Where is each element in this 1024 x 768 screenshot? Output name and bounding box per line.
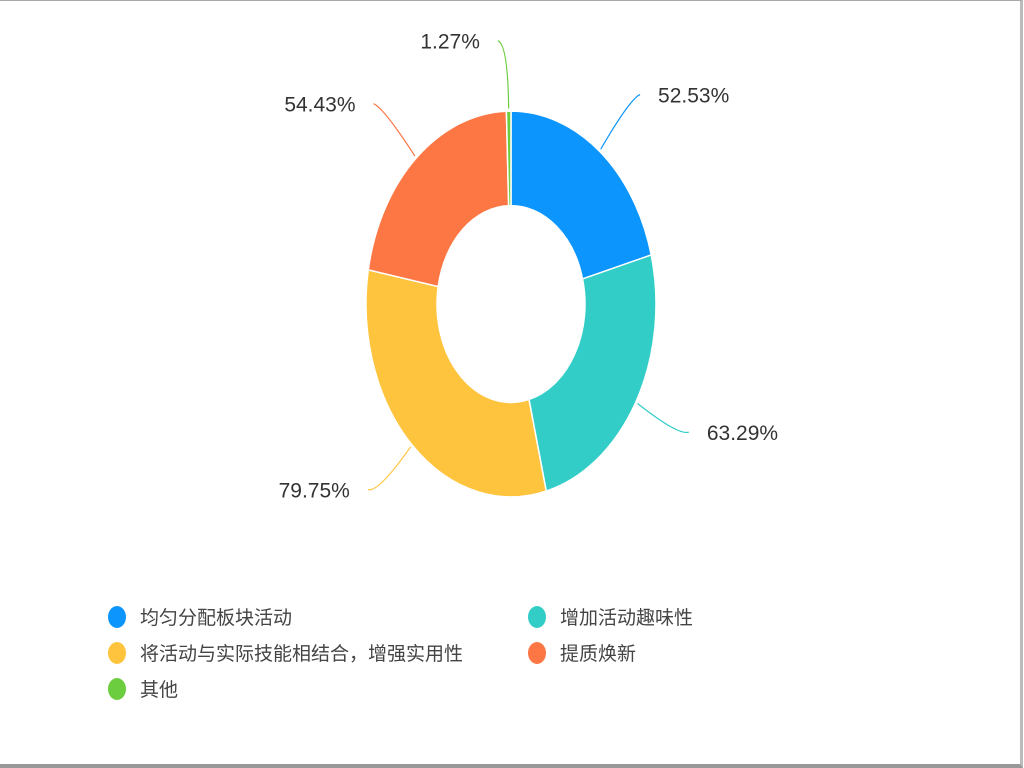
- data-label: 63.29%: [707, 422, 778, 445]
- legend-label: 均匀分配板块活动: [140, 608, 293, 629]
- legend-marker-icon: [108, 677, 126, 700]
- legend-marker-icon: [528, 605, 546, 628]
- donut-slice[interactable]: [510, 110, 653, 280]
- data-label: 52.53%: [658, 85, 729, 108]
- data-label: 54.43%: [284, 94, 355, 117]
- legend-marker-icon: [108, 641, 126, 664]
- legend-marker-icon: [108, 605, 126, 628]
- label-line: [497, 40, 510, 109]
- label-line: [367, 446, 412, 491]
- donut-slice[interactable]: [367, 110, 510, 288]
- legend-label: 其他: [140, 680, 179, 701]
- legend-label: 将活动与实际技能相结合，增强实用性: [140, 644, 464, 665]
- legend-item[interactable]: 提质焕新: [528, 639, 636, 666]
- label-line: [373, 103, 416, 157]
- donut-slice[interactable]: [505, 110, 512, 207]
- donut-slice[interactable]: [365, 268, 548, 498]
- legend-label: 增加活动趣味性: [560, 608, 694, 629]
- legend-label: 提质焕新: [560, 644, 637, 665]
- legend-item[interactable]: 增加活动趣味性: [528, 603, 693, 630]
- legend-item[interactable]: 将活动与实际技能相结合，增强实用性: [108, 639, 463, 666]
- legend-marker-icon: [528, 641, 546, 664]
- data-label: 79.75%: [279, 479, 350, 502]
- donut-slice[interactable]: [528, 253, 657, 493]
- legend-item[interactable]: 其他: [108, 675, 178, 702]
- label-line: [600, 94, 641, 150]
- legend-item[interactable]: 均匀分配板块活动: [108, 603, 292, 630]
- label-line: [637, 403, 690, 434]
- data-label: 1.27%: [420, 31, 480, 54]
